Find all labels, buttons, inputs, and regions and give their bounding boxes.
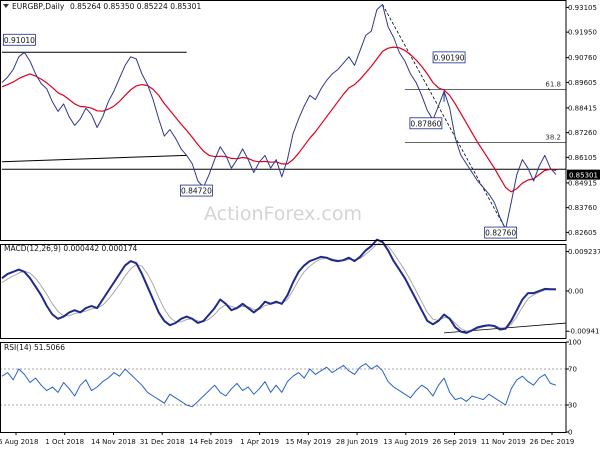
annotation-label-5: 0.82760	[485, 229, 516, 238]
annotation-box-3	[432, 51, 466, 64]
x-axis: 16 Aug 2018 1 Oct 2018 14 Nov 2018 31 Dec 2…	[0, 432, 574, 446]
price-line	[1, 4, 557, 230]
rsi-line	[1, 363, 557, 408]
annotation-box-1	[180, 184, 213, 197]
rsi-panel: RSI(14) 51.5066 100 70 30 0	[0, 339, 581, 437]
rsi-y-tick-3: 0	[568, 429, 572, 437]
macd-y-tick-1: 0.00	[568, 288, 584, 296]
price-y-tick-9: 0.82605	[568, 229, 597, 237]
x-tick-11: 26 Dec 2019	[530, 438, 575, 446]
price-y-tick-5: 0.87260	[568, 129, 597, 137]
price-y-tick-7: 0.84915	[568, 179, 597, 187]
x-tick-5: 1 Apr 2019	[240, 438, 279, 446]
macd-title: MACD(12,26,9) 0.000442 0.000174	[4, 244, 138, 253]
price-y-tick-4: 0.88415	[568, 104, 597, 112]
rsi-y-tick-0: 100	[568, 339, 581, 347]
macd-y-tick-0: 0.009237	[568, 248, 600, 256]
price-y-tick-1: 0.91950	[568, 29, 597, 37]
price-y-axis: 0.93105 0.91950 0.90760 0.89605 0.88415 0.872…	[566, 4, 600, 237]
annotation-label-0: 0.91010	[4, 36, 35, 45]
x-tick-7: 28 Jun 2019	[336, 438, 378, 446]
price-panel: ActionForex.com 61.8 38.2 0.91010 0.84720 0…	[0, 0, 600, 240]
ohlc-values: 0.85264 0.85350 0.85224 0.85301	[70, 2, 201, 11]
fib-label-1: 38.2	[545, 134, 561, 142]
fib-label-0: 61.8	[545, 80, 561, 88]
annotation-label-1: 0.84720	[181, 187, 212, 196]
rsi-y-tick-2: 30	[568, 402, 577, 410]
panel-frame-2	[0, 342, 567, 433]
price-y-tick-8: 0.83760	[568, 204, 597, 212]
rsi-series-group	[1, 363, 557, 408]
last-price-box	[567, 169, 600, 180]
x-tick-6: 15 May 2019	[286, 438, 332, 446]
ma-line	[1, 46, 557, 193]
macd-panel: MACD(12,26,9) 0.000442 0.000174 0.009237…	[1, 238, 600, 336]
panel-frames	[0, 0, 567, 433]
price-y-tick-6: 0.86105	[568, 154, 597, 162]
support-line	[1, 154, 187, 163]
panel-frame-0	[0, 0, 567, 241]
annotation-box-5	[484, 226, 518, 239]
rsi-title: RSI(14) 51.5066	[4, 343, 65, 352]
x-tick-8: 13 Aug 2019	[383, 438, 428, 446]
price-title: EURGBP,Daily	[12, 2, 65, 11]
x-tick-4: 14 Feb 2019	[189, 438, 233, 446]
macd-series-group	[1, 238, 557, 334]
x-tick-2: 14 Nov 2018	[91, 438, 136, 446]
macd-line	[1, 238, 556, 334]
annotation-box-0	[2, 33, 36, 46]
price-y-tick-3: 0.89605	[568, 79, 597, 87]
price-y-tick-0: 0.93105	[568, 4, 597, 12]
rsi-y-tick-1: 70	[568, 366, 577, 374]
diagonal-trendline	[382, 4, 506, 230]
price-annotations: 0.910100.847200.932400.901900.878600.827…	[2, 33, 518, 239]
price-y-tick-2: 0.90760	[568, 54, 597, 62]
rsi-y-axis: 100 70 30 0	[566, 339, 581, 437]
x-tick-0: 16 Aug 2018	[0, 438, 38, 446]
x-tick-1: 1 Oct 2018	[45, 438, 84, 446]
macd-y-axis: 0.009237 0.00 -0.009413	[566, 248, 600, 336]
macd-y-tick-2: -0.009413	[568, 328, 600, 336]
annotation-box-4	[409, 117, 443, 130]
annotation-label-3: 0.90190	[434, 53, 465, 62]
annotation-label-4: 0.87860	[410, 119, 441, 128]
fibonacci-levels: 61.8 38.2	[404, 80, 566, 143]
x-tick-9: 26 Sep 2019	[432, 438, 476, 446]
x-tick-3: 31 Dec 2018	[140, 438, 185, 446]
panel-frame-1	[0, 244, 567, 339]
chart-menu-icon[interactable]	[3, 4, 9, 8]
last-price-label: 0.85301	[569, 172, 598, 180]
rsi-levels	[0, 368, 566, 406]
watermark: ActionForex.com	[204, 203, 362, 225]
x-tick-10: 11 Nov 2019	[481, 438, 526, 446]
macd-signal-line	[1, 241, 557, 332]
price-series-group	[1, 4, 557, 230]
